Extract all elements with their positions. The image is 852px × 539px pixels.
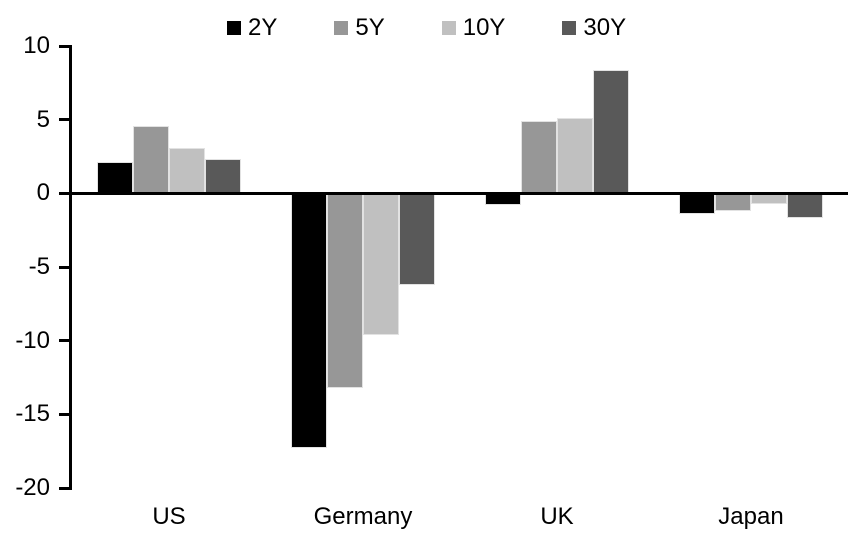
y-tick-label: 5 <box>36 105 50 133</box>
bar-30y-us <box>205 159 241 194</box>
y-tick-label: -5 <box>28 253 50 280</box>
bar-2y-germany <box>291 193 327 449</box>
bar-10y-japan <box>751 193 787 204</box>
x-category-label-japan: Japan <box>718 503 784 530</box>
bar-30y-uk <box>593 69 629 194</box>
legend-label-30y: 30Y <box>583 14 627 41</box>
y-axis-line <box>69 45 72 490</box>
legend-item-30y: 30Y <box>562 16 626 40</box>
y-tick-mark <box>59 339 69 343</box>
legend-marker-10y <box>441 21 456 35</box>
bar-10y-uk <box>557 118 593 194</box>
y-tick-mark <box>59 44 69 48</box>
bar-5y-germany <box>327 193 363 388</box>
bar-10y-germany <box>363 193 399 335</box>
y-tick-mark <box>59 412 69 416</box>
legend-item-5y: 5Y <box>334 14 385 41</box>
y-tick-label: -20 <box>15 474 50 501</box>
x-category-label-us: US <box>152 503 186 530</box>
y-tick-label: 0 <box>36 179 50 207</box>
bar-30y-japan <box>787 193 823 219</box>
legend-label-2y: 2Y <box>248 14 278 41</box>
y-tick-mark <box>59 486 69 490</box>
bar-2y-uk <box>485 193 521 206</box>
x-category-label-uk: UK <box>540 503 574 530</box>
bar-2y-japan <box>679 193 715 214</box>
y-tick-label: 10 <box>23 32 50 59</box>
bar-5y-japan <box>715 193 751 211</box>
bar-2y-us <box>97 162 133 194</box>
legend-label-5y: 5Y <box>355 14 385 41</box>
bar-5y-uk <box>521 121 557 194</box>
x-category-label-germany: Germany <box>313 503 413 530</box>
legend-item-2y: 2Y <box>227 16 277 40</box>
legend-marker-30y <box>562 21 577 35</box>
bar-10y-us <box>169 147 205 194</box>
chart-legend: 2Y 5Y 10Y 30Y <box>227 14 683 42</box>
y-tick-label: -15 <box>15 400 50 428</box>
y-tick-mark <box>59 191 69 195</box>
legend-marker-5y <box>334 21 349 35</box>
zero-axis-line <box>69 191 848 195</box>
legend-item-10y: 10Y <box>441 14 506 41</box>
y-tick-label: -10 <box>15 326 50 354</box>
y-tick-mark <box>59 265 69 269</box>
legend-marker-2y <box>227 21 241 35</box>
legend-label-10y: 10Y <box>462 14 506 41</box>
y-tick-mark <box>59 118 69 122</box>
bar-30y-germany <box>399 193 435 285</box>
bar-5y-us <box>133 125 169 194</box>
